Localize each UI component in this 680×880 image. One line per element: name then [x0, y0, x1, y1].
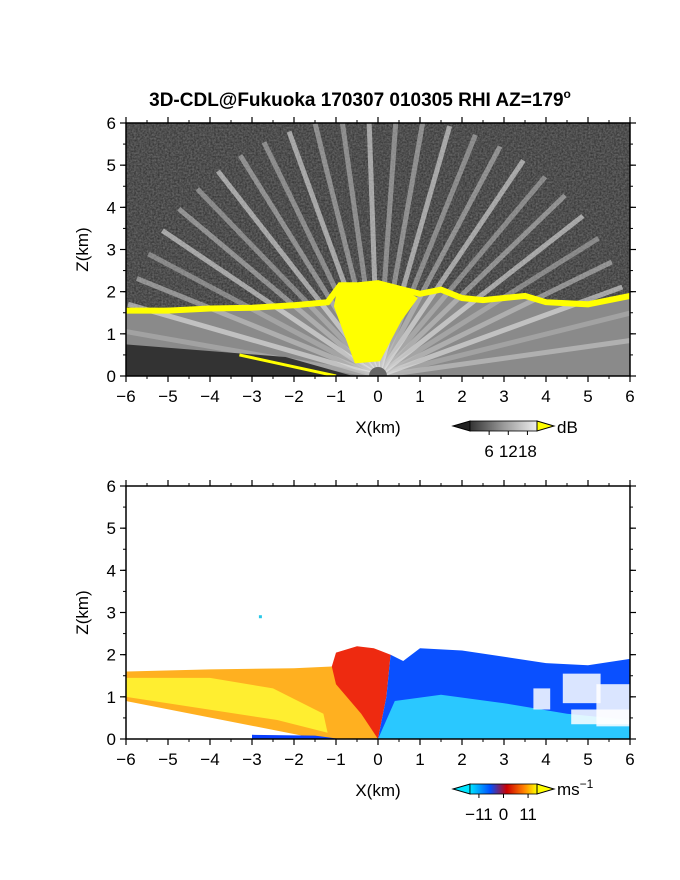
ground-clutter-line	[239, 353, 337, 376]
beam-streak	[376, 193, 567, 376]
x-axis-label: X(km)	[355, 781, 400, 800]
colorbar-tick-label: 0	[499, 805, 508, 824]
x-tick-label: 3	[499, 387, 508, 406]
strong-approaching-core	[126, 677, 328, 733]
beam-streak	[377, 310, 630, 376]
x-axis-label: X(km)	[355, 418, 400, 437]
data-gap	[533, 688, 551, 710]
x-tick-label: 1	[415, 750, 424, 769]
x-tick-label: 1	[415, 387, 424, 406]
beam-streak	[126, 329, 379, 376]
beam-streak	[376, 236, 600, 376]
colorbar-tick-label: 6	[484, 442, 493, 461]
central-plume	[333, 281, 418, 364]
x-tick-label: 5	[583, 387, 592, 406]
y-tick-label: 4	[107, 561, 116, 580]
beam-streak	[135, 276, 379, 376]
y-tick-label: 2	[107, 283, 116, 302]
beam-streak	[375, 159, 526, 376]
y-tick-label: 3	[107, 604, 116, 623]
missing-data-gaps	[533, 673, 630, 727]
colorbar-tick-label: 18	[518, 442, 537, 461]
colorbar-tick-label: 11	[519, 805, 537, 824]
beam-streak	[177, 206, 380, 376]
data-gap	[562, 673, 601, 704]
x-tick-label: −1	[326, 750, 345, 769]
near-ground-fringe	[252, 734, 341, 739]
x-tick-label: 5	[583, 750, 592, 769]
colorbar-ticks: 6 12 18	[484, 431, 537, 461]
colorbar-gradient	[469, 783, 538, 795]
x-tick-label: −3	[242, 387, 261, 406]
data-gap	[571, 709, 630, 725]
colorbar-tick-label: 12	[499, 442, 518, 461]
beam-streak	[376, 259, 613, 376]
y-axis-label: Z(km)	[73, 590, 92, 634]
y-tick-label: 5	[107, 519, 116, 538]
colorbar-under-arrow	[451, 420, 471, 432]
beam-streak	[375, 145, 503, 376]
axis-ticks: −6 −5 −4 −3 −2 −1 0 1 2 3 4 5 6 0 1 2 3 4 5 6	[107, 114, 636, 406]
x-tick-label: 4	[541, 387, 550, 406]
x-tick-label: −6	[116, 387, 135, 406]
x-tick-label: 0	[373, 750, 382, 769]
x-tick-label: 6	[625, 750, 634, 769]
y-tick-label: 0	[107, 730, 116, 749]
beam-streak	[376, 175, 548, 376]
x-tick-label: −4	[200, 387, 219, 406]
x-tick-label: −1	[326, 387, 345, 406]
velocity-field	[126, 486, 630, 739]
x-tick-label: 2	[457, 750, 466, 769]
backscatter-colorbar: dB 6 12 18	[451, 418, 578, 461]
axis-ticks: −6 −5 −4 −3 −2 −1 0 1 2 3 4 5 6 0 1 2 3 4 5 6	[107, 477, 636, 769]
colorbar-gradient	[469, 420, 538, 432]
lidar-site-marker	[369, 367, 387, 376]
beam-streak	[161, 228, 380, 376]
y-tick-label: 6	[107, 114, 116, 133]
y-tick-label: 3	[107, 241, 116, 260]
beam-streak	[127, 301, 379, 376]
strong-receding-core	[378, 694, 630, 739]
colorbar-over-arrow	[536, 783, 556, 795]
x-tick-label: 4	[541, 750, 550, 769]
beam-streak	[375, 133, 478, 376]
x-tick-label: −2	[284, 750, 303, 769]
x-tick-label: −3	[242, 750, 261, 769]
x-tick-label: −5	[158, 750, 177, 769]
x-tick-label: −4	[200, 750, 219, 769]
y-tick-label: 6	[107, 477, 116, 496]
x-tick-label: 3	[499, 750, 508, 769]
figure-title: 3D-CDL@Fukuoka 170307 010305 RHI AZ=179o	[149, 87, 571, 111]
x-tick-label: 0	[373, 387, 382, 406]
y-tick-label: 4	[107, 198, 116, 217]
velocity-colorbar: ms−1 −11 0 11	[451, 777, 594, 824]
colorbar-unit: dB	[557, 418, 578, 437]
beam-streak	[377, 338, 630, 376]
y-axis-label: Z(km)	[73, 227, 92, 271]
x-tick-label: 6	[625, 387, 634, 406]
velocity-panel: −6 −5 −4 −3 −2 −1 0 1 2 3 4 5 6 0 1 2 3 4 5 6 X(km) Z(km) m…	[73, 477, 636, 824]
colorbar-unit: ms−1	[557, 777, 594, 799]
y-tick-label: 1	[107, 688, 116, 707]
y-tick-label: 5	[107, 156, 116, 175]
backscatter-field	[126, 123, 630, 376]
beam-streak	[376, 213, 585, 376]
x-tick-label: −5	[158, 387, 177, 406]
beam-streak	[147, 251, 380, 376]
colorbar-over-arrow	[536, 420, 556, 432]
colorbar-ticks: −11 0 11	[465, 794, 537, 824]
y-tick-label: 0	[107, 367, 116, 386]
x-tick-label: −2	[284, 387, 303, 406]
weak-approaching-region	[331, 646, 391, 739]
x-tick-label: 2	[457, 387, 466, 406]
beam-streak	[195, 187, 380, 376]
colorbar-tick-label: −11	[465, 805, 493, 824]
isolated-echo	[258, 615, 262, 619]
y-tick-label: 2	[107, 646, 116, 665]
y-tick-label: 1	[107, 325, 116, 344]
x-tick-label: −6	[116, 750, 135, 769]
colorbar-under-arrow	[451, 783, 471, 795]
